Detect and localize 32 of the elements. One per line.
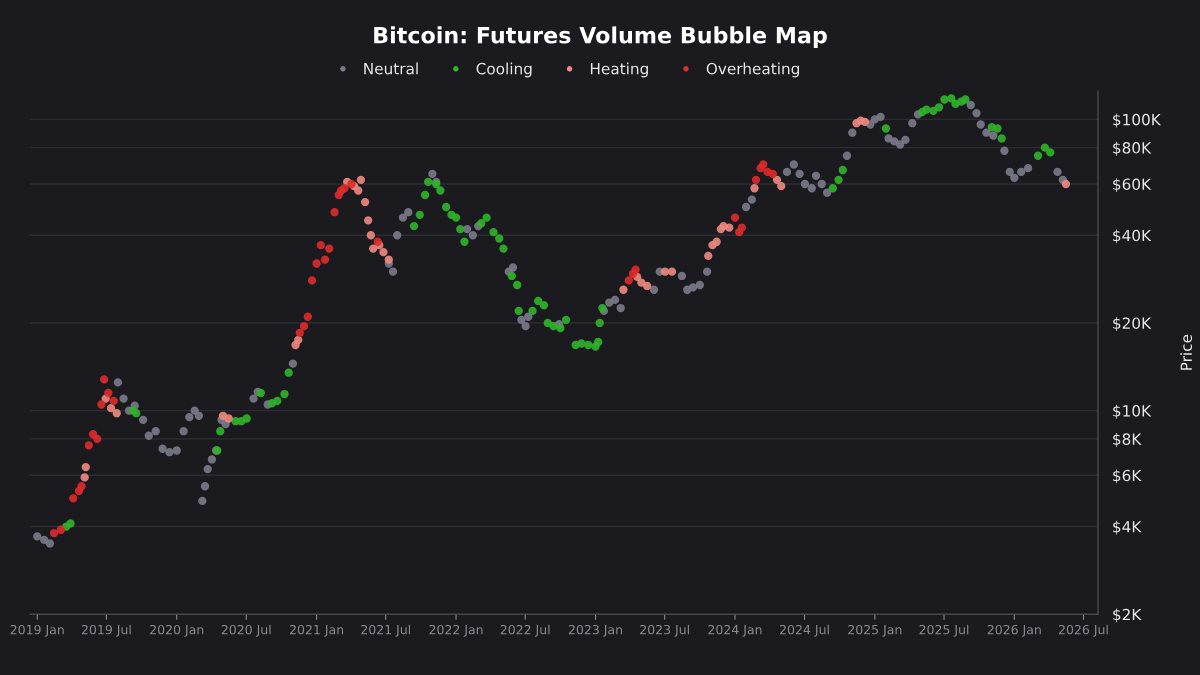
y-tick-label: $10K [1113,404,1152,419]
x-tick-label: 2021 Jan [289,624,344,637]
y-tick-label: $2K [1113,608,1142,623]
x-tick-label: 2022 Jul [500,624,550,637]
x-tick-label: 2020 Jul [221,624,271,637]
x-tick-label: 2026 Jan [987,624,1041,637]
y-axis-title: Price [1180,334,1193,370]
y-tick-label: $80K [1113,141,1152,156]
legend-label: Overheating [706,62,799,78]
x-tick-label: 2024 Jul [780,624,829,637]
y-tick-label: $20K [1113,317,1152,332]
x-tick-label: 2022 Jan [429,624,483,637]
x-tick-label: 2023 Jan [568,624,622,637]
x-tick-label: 2025 Jan [848,624,902,637]
x-tick-label: 2019 Jul [81,624,131,637]
y-tick-label: $4K [1113,520,1142,535]
y-tick-label: $60K [1113,178,1152,193]
x-tick-label: 2025 Jul [919,624,969,637]
legend-label: Heating [590,62,648,78]
legend-label: Cooling [476,62,532,78]
x-tick-label: 2020 Jan [150,624,204,637]
y-tick-label: $8K [1113,433,1142,447]
y-tick-label: $100K [1113,113,1162,128]
x-tick-label: 2019 Jan [10,624,64,637]
chart-title: Bitcoin: Futures Volume Bubble Map [374,26,827,48]
x-tick-label: 2026 Jul [1058,624,1108,637]
x-tick-label: 2023 Jul [640,624,689,637]
legend-label: Neutral [364,62,418,75]
y-tick-label: $6K [1113,469,1142,484]
x-tick-label: 2024 Jan [708,624,762,637]
x-tick-label: 2021 Jul [361,624,411,637]
y-tick-label: $40K [1113,229,1152,244]
